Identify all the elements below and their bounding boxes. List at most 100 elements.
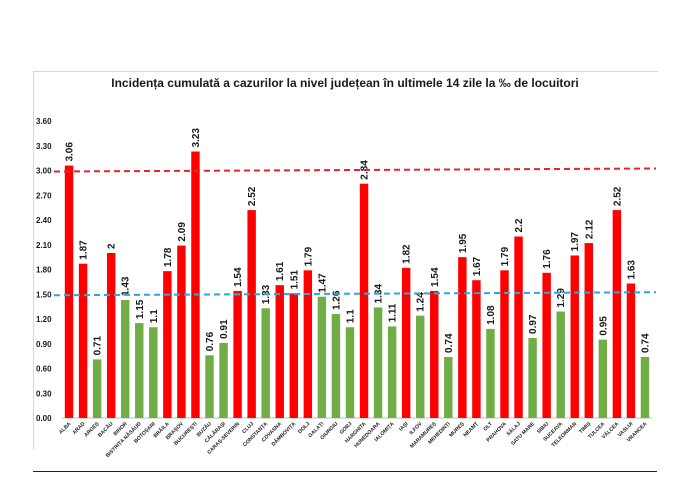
data-label: 1.54 [430, 267, 441, 287]
y-tick-label: 0.60 [36, 365, 52, 374]
bar-gorj [345, 327, 355, 418]
y-tick-label: 3.00 [36, 167, 52, 176]
bar-bistri-a-n-s-ud [135, 323, 144, 418]
bar-buz-u [205, 355, 214, 418]
bar-ialomi-a [387, 326, 397, 418]
bar-tulcea [598, 339, 608, 418]
bar-boto-ani [149, 327, 158, 418]
x-tick-label: ALBA [58, 421, 73, 436]
data-label: 1.43 [121, 276, 132, 296]
data-label: 1.24 [416, 292, 427, 312]
y-tick-label: 3.60 [36, 117, 52, 126]
bar-bihor [121, 300, 130, 418]
bar-olt [486, 328, 495, 418]
data-label: 0.74 [640, 333, 651, 353]
bar-c-l-ra-i [219, 342, 228, 418]
data-label: 1.54 [233, 267, 244, 287]
bar-dolj [303, 270, 313, 418]
bar-sibiu [542, 272, 551, 418]
data-label: 0.91 [219, 319, 230, 339]
bar-constan-a [261, 308, 270, 418]
bar-arad [78, 263, 88, 418]
y-tick-label: 3.30 [36, 142, 52, 151]
data-label: 2.52 [247, 186, 258, 206]
bar-suceava [556, 311, 565, 418]
data-label: 2.09 [177, 222, 188, 242]
bottom-rule [33, 471, 657, 472]
data-label: 1.47 [317, 273, 328, 293]
bar-giurgiu [331, 314, 341, 418]
y-tick-label: 0.90 [36, 340, 52, 349]
threshold-line [53, 167, 657, 173]
bar-neam- [472, 280, 481, 418]
data-label: 3.23 [191, 128, 202, 148]
bar-ilfov [416, 315, 425, 418]
bar-s-laj [514, 236, 523, 418]
data-label: 1.11 [388, 303, 399, 322]
data-label: 1.79 [303, 246, 314, 266]
bar-vrancea [640, 356, 650, 418]
data-label: 1.08 [486, 305, 497, 325]
bar-vaslui [626, 283, 636, 418]
bar-satu-mare [528, 337, 537, 418]
x-tick-label: NEAMȚ [463, 421, 481, 439]
data-label: 1.51 [289, 270, 300, 290]
data-label: 2.12 [584, 219, 595, 239]
bar-ia-i [401, 267, 411, 418]
bar-gala-i [317, 296, 327, 418]
data-label: 1.15 [135, 299, 146, 319]
data-label: 2.2 [514, 218, 525, 232]
bar-d-mbovi-a [289, 293, 298, 418]
x-tick-label: IAȘI [398, 421, 410, 433]
y-tick-label: 0.30 [36, 389, 52, 398]
data-label: 1.97 [570, 232, 581, 252]
data-label: 0.71 [93, 336, 104, 356]
bar-bucure-ti [191, 151, 200, 418]
y-tick-label: 2.40 [36, 216, 52, 225]
data-label: 1.76 [542, 249, 553, 269]
data-label: 0.95 [598, 316, 609, 336]
bar-prahova [500, 270, 509, 418]
bar-covasna [275, 285, 284, 418]
data-label: 1.78 [163, 247, 174, 267]
bar-hunedoara [373, 307, 383, 418]
data-label: 1.95 [458, 233, 469, 253]
data-label: 0.76 [205, 331, 216, 351]
data-label: 1.87 [79, 240, 90, 260]
data-label: 1.61 [275, 261, 286, 281]
data-label: 1.29 [556, 288, 567, 308]
data-label: 1.67 [472, 256, 483, 276]
bar-alba [64, 165, 74, 418]
bar-v-lcea [612, 210, 622, 418]
data-label: 1.26 [331, 290, 342, 310]
bar-bac-u [106, 253, 116, 418]
y-tick-label: 0.00 [36, 414, 52, 423]
y-tick-label: 2.10 [36, 241, 52, 250]
bar-arge- [92, 359, 102, 418]
y-tick-label: 1.80 [36, 266, 52, 275]
data-label: 1.1 [345, 309, 356, 323]
bar-maramure- [430, 290, 439, 418]
data-label: 1.79 [500, 246, 511, 266]
y-tick-label: 1.50 [36, 290, 52, 299]
bar-harghita [359, 183, 369, 418]
bar-bra-ov [177, 245, 186, 418]
y-tick-label: 2.70 [36, 191, 52, 200]
bar-mure- [458, 257, 467, 418]
bar-mehedin-i [444, 356, 453, 418]
bar-teleorman [570, 255, 579, 418]
bar-br-ila [163, 271, 172, 418]
data-label: 2.52 [612, 186, 623, 206]
threshold-line [53, 291, 657, 297]
data-label: 3.06 [65, 142, 76, 162]
bar-timi- [584, 243, 593, 418]
data-label: 1.1 [149, 309, 160, 323]
x-tick-label: OLT [483, 421, 495, 433]
bar-cara-severin [233, 290, 242, 418]
x-tick-label: BACĂU [96, 420, 114, 438]
data-label: 2 [107, 243, 118, 249]
chart-title: Incidența cumulată a cazurilor la nivel … [111, 76, 579, 90]
data-label: 1.63 [626, 260, 637, 280]
bar-cluj [247, 210, 256, 418]
